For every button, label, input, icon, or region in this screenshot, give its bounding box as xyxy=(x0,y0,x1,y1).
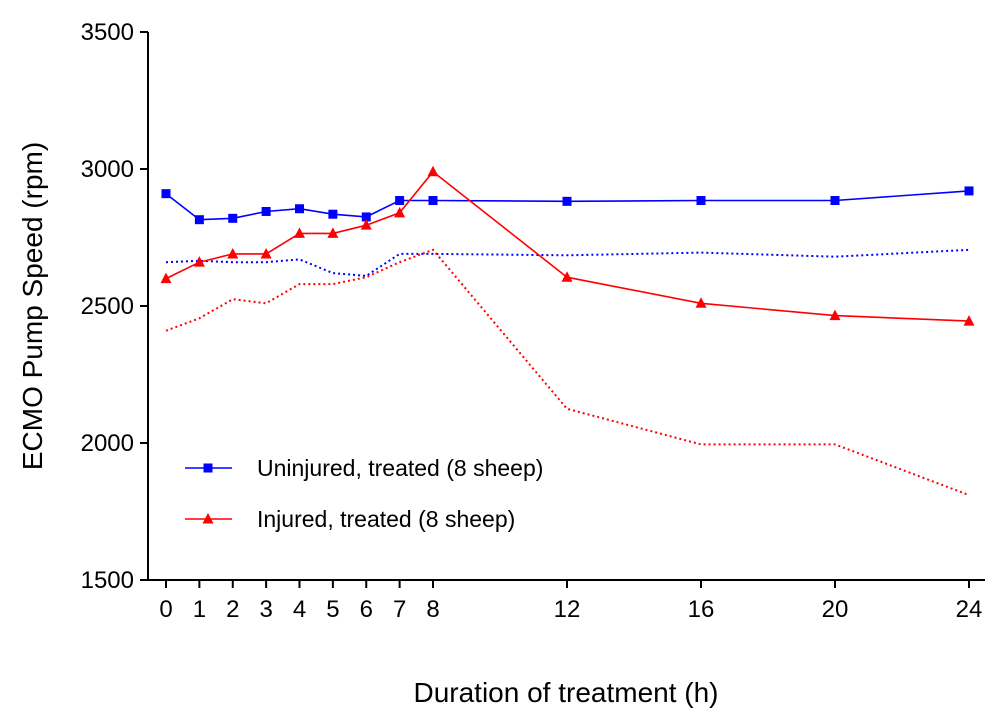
x-tick-label: 7 xyxy=(393,596,406,623)
x-tick-label: 4 xyxy=(293,596,306,623)
legend: Uninjured, treated (8 sheep) Injured, tre… xyxy=(185,455,543,532)
legend-marker xyxy=(202,513,214,524)
data-point xyxy=(964,186,974,196)
data-point xyxy=(695,297,707,308)
x-ticks: 0 1 2 3 4 5 6 7 8 12 16 20 24 xyxy=(159,580,982,623)
series-1 xyxy=(161,186,974,225)
data-point xyxy=(161,189,171,199)
series-2 xyxy=(160,165,975,326)
y-tick-label: 3000 xyxy=(81,156,134,183)
data-point xyxy=(328,209,338,219)
legend-entry: Injured, treated (8 sheep) xyxy=(185,506,515,532)
data-point xyxy=(227,247,239,259)
data-point xyxy=(361,212,371,222)
x-tick-label: 1 xyxy=(193,596,206,623)
data-point xyxy=(295,204,304,214)
y-ticks: 1500 2000 2500 3000 3500 xyxy=(81,19,148,594)
data-point xyxy=(360,219,372,230)
y-tick-label: 2500 xyxy=(81,293,134,320)
data-point xyxy=(829,309,841,321)
legend-marker xyxy=(203,463,213,473)
x-axis-title: Duration of treatment (h) xyxy=(413,677,718,708)
x-tick-label: 2 xyxy=(226,596,239,623)
legend-label: Injured, treated (8 sheep) xyxy=(257,506,515,532)
data-point xyxy=(830,196,840,206)
series-3-dotted xyxy=(165,248,970,277)
data-point xyxy=(561,271,573,282)
data-point xyxy=(395,196,405,206)
x-tick-label: 0 xyxy=(159,596,172,623)
plot-area xyxy=(160,165,975,497)
legend-entry: Uninjured, treated (8 sheep) xyxy=(185,455,543,481)
data-point xyxy=(294,227,305,238)
data-point xyxy=(260,247,272,259)
data-point xyxy=(696,196,706,206)
x-tick-label: 6 xyxy=(360,596,373,623)
y-tick-label: 3500 xyxy=(81,19,134,46)
data-point xyxy=(562,196,572,206)
y-tick-label: 1500 xyxy=(81,567,134,594)
data-point xyxy=(228,213,238,223)
x-tick-label: 5 xyxy=(326,596,339,623)
data-point xyxy=(427,165,439,177)
legend-label: Uninjured, treated (8 sheep) xyxy=(257,455,543,481)
data-point xyxy=(160,272,172,284)
x-tick-label: 3 xyxy=(259,596,272,623)
data-point xyxy=(963,315,975,326)
series-line xyxy=(165,248,970,277)
series-line xyxy=(165,170,970,322)
data-point xyxy=(193,256,205,267)
x-tick-label: 24 xyxy=(956,596,983,623)
y-axis-title: ECMO Pump Speed (rpm) xyxy=(17,142,48,470)
x-tick-label: 8 xyxy=(426,596,439,623)
x-tick-label: 20 xyxy=(822,596,849,623)
y-tick-label: 2000 xyxy=(81,430,134,457)
data-point xyxy=(394,206,406,218)
data-point xyxy=(428,196,438,206)
data-point xyxy=(261,206,271,216)
x-tick-label: 16 xyxy=(688,596,715,623)
axes xyxy=(147,32,985,581)
data-point xyxy=(327,227,339,238)
data-point xyxy=(194,215,204,225)
x-tick-label: 12 xyxy=(554,596,581,623)
